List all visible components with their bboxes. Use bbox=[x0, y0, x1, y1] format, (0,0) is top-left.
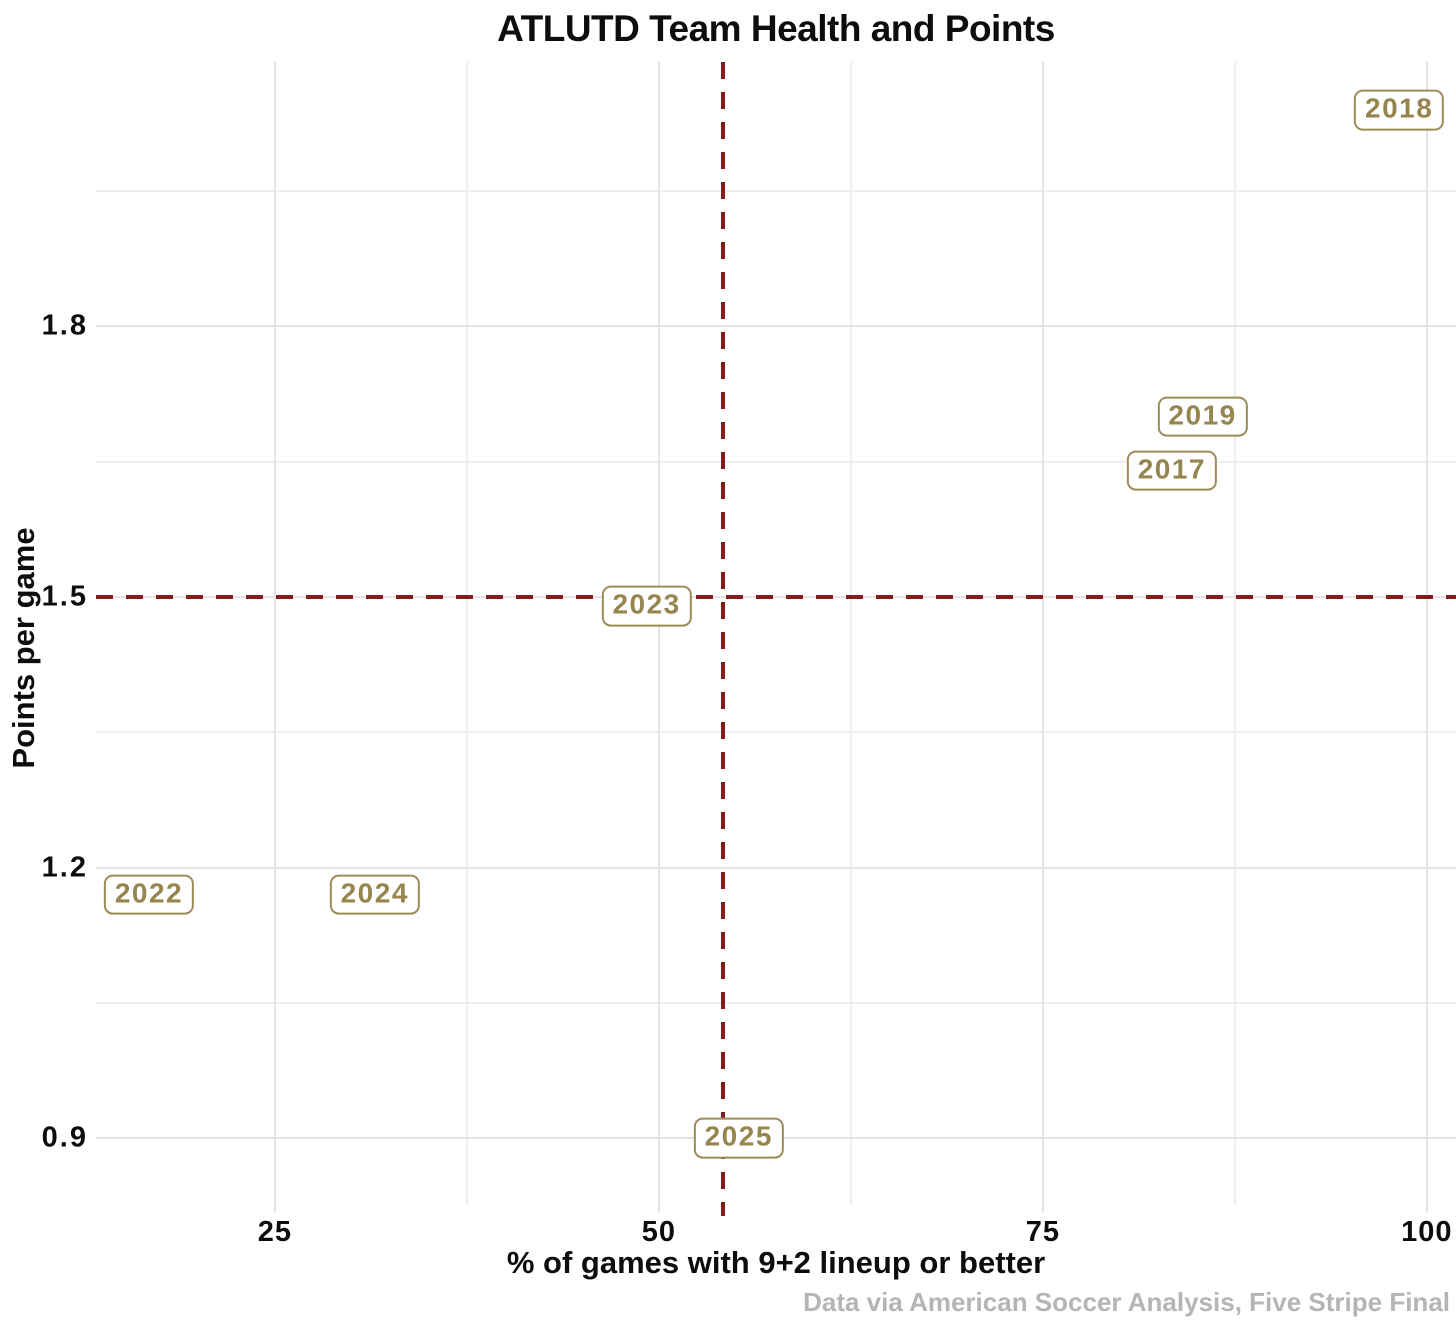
year-label-2025: 2025 bbox=[693, 1117, 784, 1159]
year-label-2017: 2017 bbox=[1126, 450, 1218, 492]
plot-area: 2017 2018 2019 2022 2023 2024 2025 bbox=[96, 62, 1456, 1216]
year-label-2022: 2022 bbox=[103, 874, 195, 916]
minor-gridline-y-1.35 bbox=[96, 731, 1456, 734]
x-axis-title: % of games with 9+2 lineup or better bbox=[506, 1245, 1046, 1280]
year-label-2018: 2018 bbox=[1354, 89, 1445, 131]
y-tick-label-1.8: 1.8 bbox=[41, 309, 88, 342]
y-axis-title: Points per game bbox=[6, 527, 41, 769]
year-label-2023: 2023 bbox=[601, 585, 692, 627]
gridline-x-100 bbox=[1425, 62, 1428, 1213]
reference-line-horizontal bbox=[96, 594, 1456, 599]
year-label-2024: 2024 bbox=[329, 874, 420, 916]
reference-line-vertical bbox=[721, 62, 726, 1216]
x-tick-label-100: 100 bbox=[1401, 1216, 1453, 1248]
minor-gridline-x-37.5 bbox=[465, 62, 468, 1205]
gridline-x-75 bbox=[1041, 62, 1044, 1213]
y-tick-label-0.9: 0.9 bbox=[41, 1121, 88, 1154]
gridline-y-1.8 bbox=[96, 325, 1456, 328]
source-caption: Data via American Soccer Analysis, Five … bbox=[803, 1287, 1450, 1317]
gridline-x-50 bbox=[657, 62, 660, 1213]
gridline-y-1.2 bbox=[96, 866, 1456, 869]
minor-gridline-y-1.95 bbox=[96, 190, 1456, 192]
minor-gridline-x-87.5 bbox=[1233, 62, 1236, 1205]
year-label-2019: 2019 bbox=[1157, 396, 1248, 437]
minor-gridline-y-1.05 bbox=[96, 1001, 1456, 1004]
x-tick-label-25: 25 bbox=[257, 1216, 293, 1248]
chart-title: ATLUTD Team Health and Points bbox=[497, 8, 1055, 49]
y-tick-label-1.2: 1.2 bbox=[41, 851, 88, 884]
y-tick-label-1.5: 1.5 bbox=[41, 580, 88, 613]
x-tick-label-75: 75 bbox=[1025, 1216, 1060, 1248]
minor-gridline-x-62.5 bbox=[849, 62, 852, 1205]
x-tick-label-50: 50 bbox=[641, 1216, 677, 1248]
minor-gridline-y-1.65 bbox=[96, 460, 1456, 463]
gridline-x-25 bbox=[273, 62, 276, 1213]
